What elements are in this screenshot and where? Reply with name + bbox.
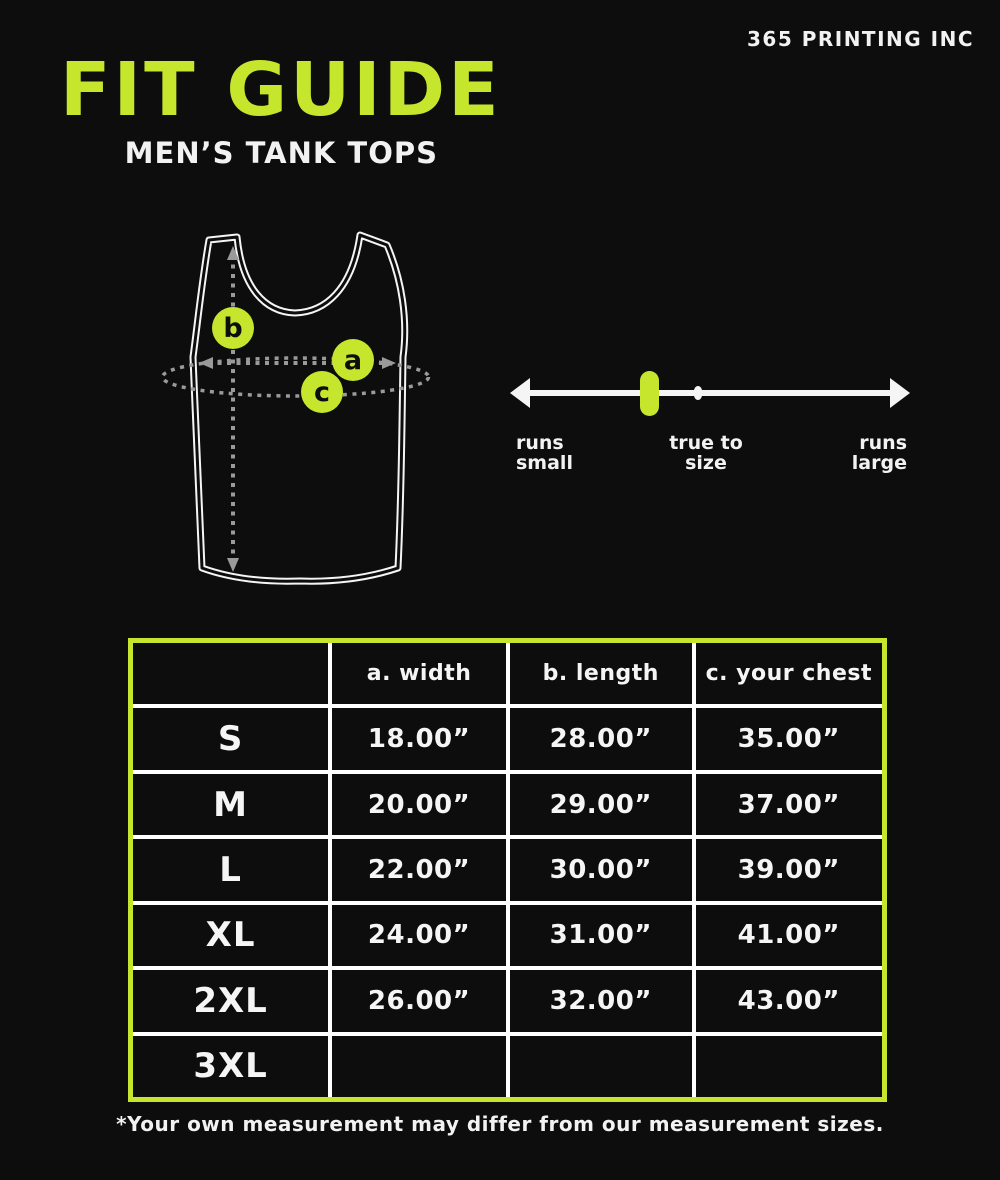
size-label: L	[133, 839, 329, 901]
header-length-cell: b. length	[509, 643, 692, 705]
label-runs-large: runs large	[851, 432, 907, 474]
page-title: FIT GUIDE	[60, 47, 502, 133]
length-value: 29.00”	[509, 773, 692, 836]
marker-a-label: a	[343, 344, 363, 376]
marker-c: c	[301, 371, 343, 413]
chest-value: 37.00”	[695, 773, 882, 836]
width-value	[332, 1035, 506, 1097]
size-label: M	[133, 773, 329, 836]
fit-scale-marker	[640, 371, 659, 416]
width-value: 20.00”	[332, 773, 506, 836]
page-subtitle: MEN’S TANK TOPS	[124, 136, 438, 170]
label-runs-small: runs small	[516, 432, 573, 474]
width-value: 18.00”	[332, 708, 506, 770]
label-true-to-size: true to size	[669, 432, 743, 474]
chest-value: 43.00”	[695, 970, 882, 1032]
header-width-cell: a. width	[332, 643, 506, 705]
length-value: 30.00”	[509, 839, 692, 901]
true-to-size-dot	[693, 386, 703, 400]
chest-measure-ellipse	[160, 356, 431, 398]
width-value: 24.00”	[332, 904, 506, 967]
chest-value	[695, 1035, 882, 1097]
length-value: 32.00”	[509, 970, 692, 1032]
size-label: 3XL	[133, 1035, 329, 1097]
marker-a: a	[332, 339, 374, 381]
size-label: XL	[133, 904, 329, 967]
length-value	[509, 1035, 692, 1097]
header-chest-cell: c. your chest	[695, 643, 882, 705]
length-value: 31.00”	[509, 904, 692, 967]
fit-scale-arrow	[510, 378, 910, 408]
measurement-disclaimer: *Your own measurement may differ from ou…	[116, 1112, 884, 1136]
width-value: 22.00”	[332, 839, 506, 901]
chest-value: 39.00”	[695, 839, 882, 901]
marker-b-label: b	[223, 312, 243, 344]
marker-c-label: c	[313, 376, 330, 408]
size-label: 2XL	[133, 970, 329, 1032]
tank-top-illustration	[160, 231, 431, 585]
length-measure-line	[227, 246, 239, 572]
chest-value: 35.00”	[695, 708, 882, 770]
fit-scale	[510, 371, 910, 416]
width-value: 26.00”	[332, 970, 506, 1032]
header-size-cell	[133, 643, 329, 705]
size-table: a. width b. length c. your chest S 18.00…	[128, 638, 887, 1102]
marker-b: b	[212, 307, 254, 349]
tank-top-outline	[189, 231, 409, 585]
length-value: 28.00”	[509, 708, 692, 770]
chest-value: 41.00”	[695, 904, 882, 967]
size-label: S	[133, 708, 329, 770]
brand-text: 365 PRINTING INC	[746, 27, 974, 51]
